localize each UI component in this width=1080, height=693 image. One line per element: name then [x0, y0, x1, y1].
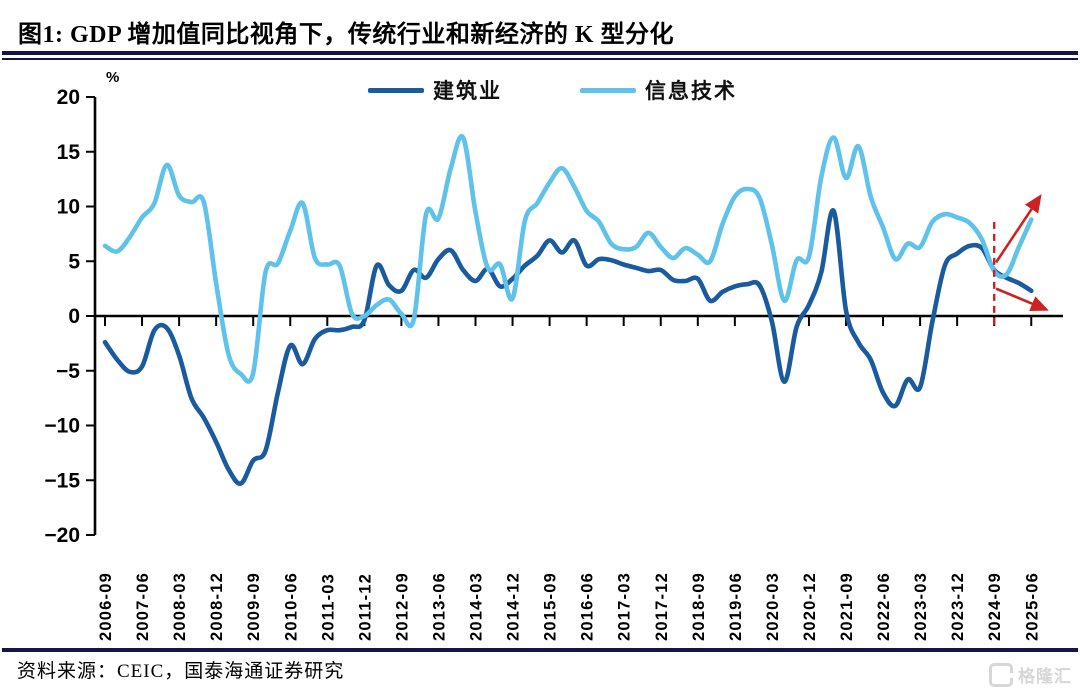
y-tick-label: 10	[57, 196, 80, 219]
x-tick-label: 2017-12	[653, 572, 671, 641]
y-tick-label: 20	[57, 86, 80, 109]
series-line-1	[102, 133, 1034, 384]
annotations	[993, 194, 1049, 327]
footer-rule	[2, 648, 1078, 652]
y-tick-label: −20	[44, 524, 80, 547]
x-tick-label: 2014-03	[468, 572, 486, 641]
axes	[86, 96, 1063, 536]
y-tick-label: −15	[44, 469, 80, 492]
x-tick-label: 2021-09	[838, 572, 856, 641]
x-tick-label: 2008-03	[171, 572, 189, 641]
source-note: 资料来源：CEIC，国泰海通证券研究	[17, 661, 345, 682]
title-rule-thin	[2, 58, 1078, 60]
x-tick-label: 2009-09	[245, 572, 263, 641]
y-tick-label: −10	[44, 415, 80, 438]
arrow-down-annotation	[995, 287, 1049, 312]
y-tick-label: 0	[68, 305, 80, 328]
x-tick-label: 2025-06	[1023, 572, 1041, 641]
figure-title: 图1: GDP 增加值同比视角下，传统行业和新经济的 K 型分化	[18, 22, 674, 48]
title-rule-thick	[2, 51, 1078, 55]
x-tick-label: 2017-03	[616, 572, 634, 641]
x-tick-label: 2015-09	[542, 572, 560, 641]
x-tick-label: 2018-09	[690, 572, 708, 641]
x-tick-label: 2012-09	[393, 572, 411, 641]
x-tick-label: 2023-03	[912, 572, 930, 641]
y-tick-label: 5	[68, 250, 80, 273]
glh-logo-icon	[989, 662, 1014, 687]
y-tick-label: 15	[57, 141, 81, 164]
x-tick-label: 2006-09	[97, 572, 115, 641]
x-tick-label: 2013-06	[430, 572, 448, 641]
y-tick-label: −5	[56, 360, 80, 383]
series-lines	[102, 133, 1034, 486]
x-tick-label: 2024-09	[986, 572, 1004, 641]
x-tick-label: 2016-06	[579, 572, 597, 641]
x-tick-label: 2011-03	[319, 573, 337, 641]
watermark-text: 格隆汇	[1018, 667, 1072, 686]
y-axis-unit-label: %	[106, 69, 119, 86]
x-tick-label: 2023-12	[949, 572, 967, 641]
x-tick-label: 2010-06	[282, 572, 300, 641]
x-tick-label: 2011-12	[356, 573, 374, 641]
series-line-0	[102, 208, 1034, 486]
x-tick-label: 2020-12	[801, 572, 819, 641]
x-tick-label: 2020-03	[764, 572, 782, 641]
x-tick-label: 2008-12	[208, 572, 226, 641]
axis-labels: 20 15 10 5 0 −5 −10 −15 −20% 2006-09 2007-06 2008-0…	[44, 69, 1041, 641]
x-tick-label: 2022-06	[875, 572, 893, 641]
watermark: 格隆汇	[989, 662, 1072, 687]
x-tick-label: 2007-06	[134, 572, 152, 641]
x-tick-label: 2019-06	[727, 572, 745, 641]
arrow-up-annotation	[994, 194, 1042, 264]
x-tick-label: 2014-12	[505, 572, 523, 641]
